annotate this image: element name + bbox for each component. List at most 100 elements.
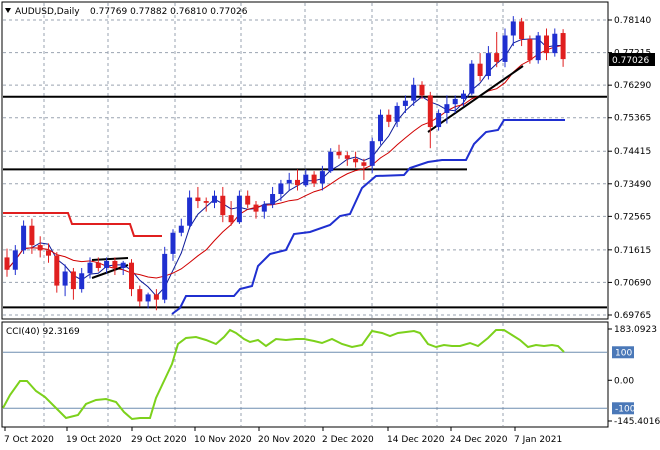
price-tick-label: 0.71615 [614,246,651,256]
time-tick-label: 14 Dec 2020 [387,435,445,445]
trendline-2[interactable] [427,65,524,133]
cci-tick-label: 0.00 [614,376,634,386]
trailing-stop-up [171,119,565,315]
time-axis: 7 Oct 2020 19 Oct 2020 29 Oct 2020 10 Nov 2… [4,427,562,445]
candle-body [353,158,359,163]
candle-body [394,105,400,122]
candle-body [253,204,259,212]
candle-body [369,141,375,166]
candle-body [378,114,383,142]
price-tick-label: 0.69765 [614,311,651,321]
current-price-label: 0.77026 [612,56,649,66]
time-tick-label: 7 Oct 2020 [4,435,54,445]
candle-body [54,255,60,286]
candle-body [436,112,442,128]
candle-body [560,33,566,60]
candle-body [336,151,342,156]
candle-body [477,63,483,77]
cci-line [2,328,565,421]
candle-body [170,232,176,254]
cci-tick-label: 100 [615,348,632,358]
price-tick-label: 0.78140 [614,16,651,26]
cci-label: CCI(40) 92.3169 [6,327,80,337]
price-tick-label: 0.73490 [614,180,651,190]
candle-body [519,21,525,40]
candle-body [444,104,450,113]
cci-lines [2,328,607,421]
cci-tick-label: 183.0923 [614,325,657,335]
candle-body [29,225,35,246]
candle-body [544,35,549,54]
price-tick-label: 0.74415 [614,147,651,157]
time-tick-label: 19 Oct 2020 [66,435,122,445]
candle-body [427,95,433,128]
candle-body [70,271,76,290]
candle-body [153,294,159,300]
candle-body [270,194,276,205]
candle-body [12,250,18,270]
candle-body [278,183,284,195]
candle-body [145,294,151,302]
candle-body [485,53,491,77]
candle-body [552,33,558,54]
time-tick-label: 20 Nov 2020 [258,435,316,445]
candle-body [411,84,417,101]
candle-body [361,162,367,166]
candle-body [328,151,334,172]
candle-body [452,98,458,105]
trailing-stop-lines [3,119,565,315]
price-tick-label: 0.70690 [614,278,651,288]
triangle-down-icon[interactable] [5,8,11,13]
price-tick-label: 0.75365 [614,114,651,124]
candle-body [137,289,143,302]
candle-body [120,262,126,268]
time-tick-label: 29 Oct 2020 [131,435,187,445]
time-tick-label: 24 Dec 2020 [450,435,508,445]
candle-body [62,271,68,286]
candle-body [112,260,118,268]
horizontal-level-lines[interactable] [3,95,607,309]
price-tick-label: 0.72565 [614,212,651,222]
cci-axis: 183.0923 100 0.00 -100 -145.4016 [608,325,660,427]
candle-body [21,225,27,251]
candle-body [419,84,425,96]
candle-body [510,21,516,36]
candle-body [461,93,466,99]
candle-body [245,195,251,205]
cci-tick-label: -100 [615,404,636,414]
candle-body [319,171,325,184]
time-tick-label: 2 Dec 2020 [322,435,374,445]
candle-body [220,195,226,216]
symbol-label: AUDUSD,Daily [15,7,80,17]
candle-body [527,39,533,61]
candle-body [212,195,217,203]
ohlc-values: 0.77769 0.77882 0.76810 0.77026 [90,7,248,17]
candle-body [311,174,317,184]
time-tick-label: 10 Nov 2020 [194,435,252,445]
candle-body [129,262,134,290]
candle-body [87,262,93,274]
candle-body [502,35,508,62]
candle-body [195,197,201,202]
candle-body [104,260,110,268]
candle-body [286,179,292,184]
candle-body [187,197,193,226]
candle-body [203,201,209,203]
candle-body [261,204,267,212]
candle-body [402,100,408,106]
candle-body [535,35,541,61]
candle-body [344,155,350,159]
price-tick-label: 0.76290 [614,81,651,91]
candle-body [37,245,43,251]
candle-body [46,250,51,256]
candle-body [386,114,392,122]
candles [4,16,566,311]
candle-body [228,215,234,223]
trailing-stop-down [3,212,162,237]
candle-body [178,225,184,233]
candle-body [469,63,475,94]
candle-body [162,253,168,300]
candle-body [494,53,500,62]
candle-body [95,262,101,268]
